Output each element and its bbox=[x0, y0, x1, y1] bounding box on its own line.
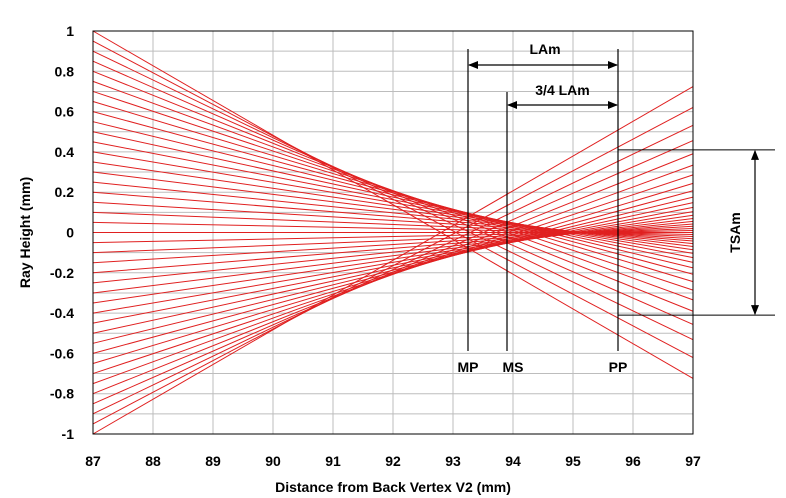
tsam-label: TSAm bbox=[727, 212, 743, 252]
x-tick-labels: 87 88 89 90 91 92 93 94 95 96 97 bbox=[85, 453, 701, 469]
x-tick-label: 94 bbox=[505, 453, 521, 469]
x-tick-label: 91 bbox=[325, 453, 341, 469]
ray-line bbox=[92, 124, 694, 415]
x-tick-label: 92 bbox=[385, 453, 401, 469]
ray-line bbox=[92, 153, 694, 395]
annotations: LAm 3/4 LAm MP MS PP TSAm bbox=[458, 41, 775, 375]
y-tick-label: -0.6 bbox=[50, 345, 74, 361]
ray-line bbox=[92, 86, 694, 435]
ray-line bbox=[92, 141, 694, 259]
y-tick-label: -0.4 bbox=[50, 305, 74, 321]
y-tick-label: -1 bbox=[62, 426, 75, 442]
x-tick-label: 89 bbox=[205, 453, 221, 469]
y-tick-labels: 1 0.8 0.6 0.4 0.2 0 -0.2 -0.4 -0.6 -0.8 -1 bbox=[50, 23, 74, 442]
y-tick-label: 0.6 bbox=[55, 104, 75, 120]
ray-line bbox=[92, 214, 694, 304]
ms-label: MS bbox=[503, 359, 524, 375]
y-tick-label: 0.4 bbox=[55, 144, 75, 160]
ray-line bbox=[92, 50, 694, 341]
three-quarter-lam-label: 3/4 LAm bbox=[535, 82, 589, 98]
x-tick-label: 95 bbox=[565, 453, 581, 469]
x-tick-label: 88 bbox=[145, 453, 161, 469]
y-tick-label: 0.8 bbox=[55, 63, 75, 79]
ray-line bbox=[92, 171, 694, 247]
x-tick-label: 96 bbox=[625, 453, 641, 469]
y-tick-label: 0 bbox=[66, 225, 74, 241]
ray-line bbox=[92, 218, 694, 294]
ray-line bbox=[92, 131, 694, 263]
ray-line bbox=[92, 151, 694, 254]
y-tick-label: 1 bbox=[66, 23, 74, 39]
x-tick-label: 93 bbox=[445, 453, 461, 469]
ray-line bbox=[92, 161, 694, 251]
y-tick-label: -0.2 bbox=[50, 265, 74, 281]
ray-traces bbox=[92, 30, 694, 435]
ray-line bbox=[92, 107, 694, 425]
lam-label: LAm bbox=[529, 41, 560, 57]
x-tick-label: 97 bbox=[685, 453, 701, 469]
x-tick-label: 90 bbox=[265, 453, 281, 469]
ray-line bbox=[92, 164, 694, 385]
ray-line bbox=[92, 101, 694, 283]
x-axis-title: Distance from Back Vertex V2 (mm) bbox=[275, 479, 511, 495]
ray-line bbox=[92, 121, 694, 269]
y-tick-label: -0.8 bbox=[50, 386, 74, 402]
mp-label: MP bbox=[458, 359, 479, 375]
ray-line bbox=[92, 111, 694, 275]
ray-line bbox=[92, 90, 694, 291]
ray-line bbox=[92, 140, 694, 405]
y-axis-title: Ray Height (mm) bbox=[17, 177, 33, 288]
ray-line bbox=[92, 211, 694, 314]
ray-line bbox=[92, 202, 694, 334]
x-tick-label: 87 bbox=[85, 453, 101, 469]
plot-frame bbox=[92, 30, 694, 435]
y-tick-label: 0.2 bbox=[55, 184, 75, 200]
pp-label: PP bbox=[609, 359, 628, 375]
ray-line bbox=[92, 196, 694, 344]
ray-line bbox=[92, 30, 694, 379]
ray-line bbox=[92, 220, 694, 284]
